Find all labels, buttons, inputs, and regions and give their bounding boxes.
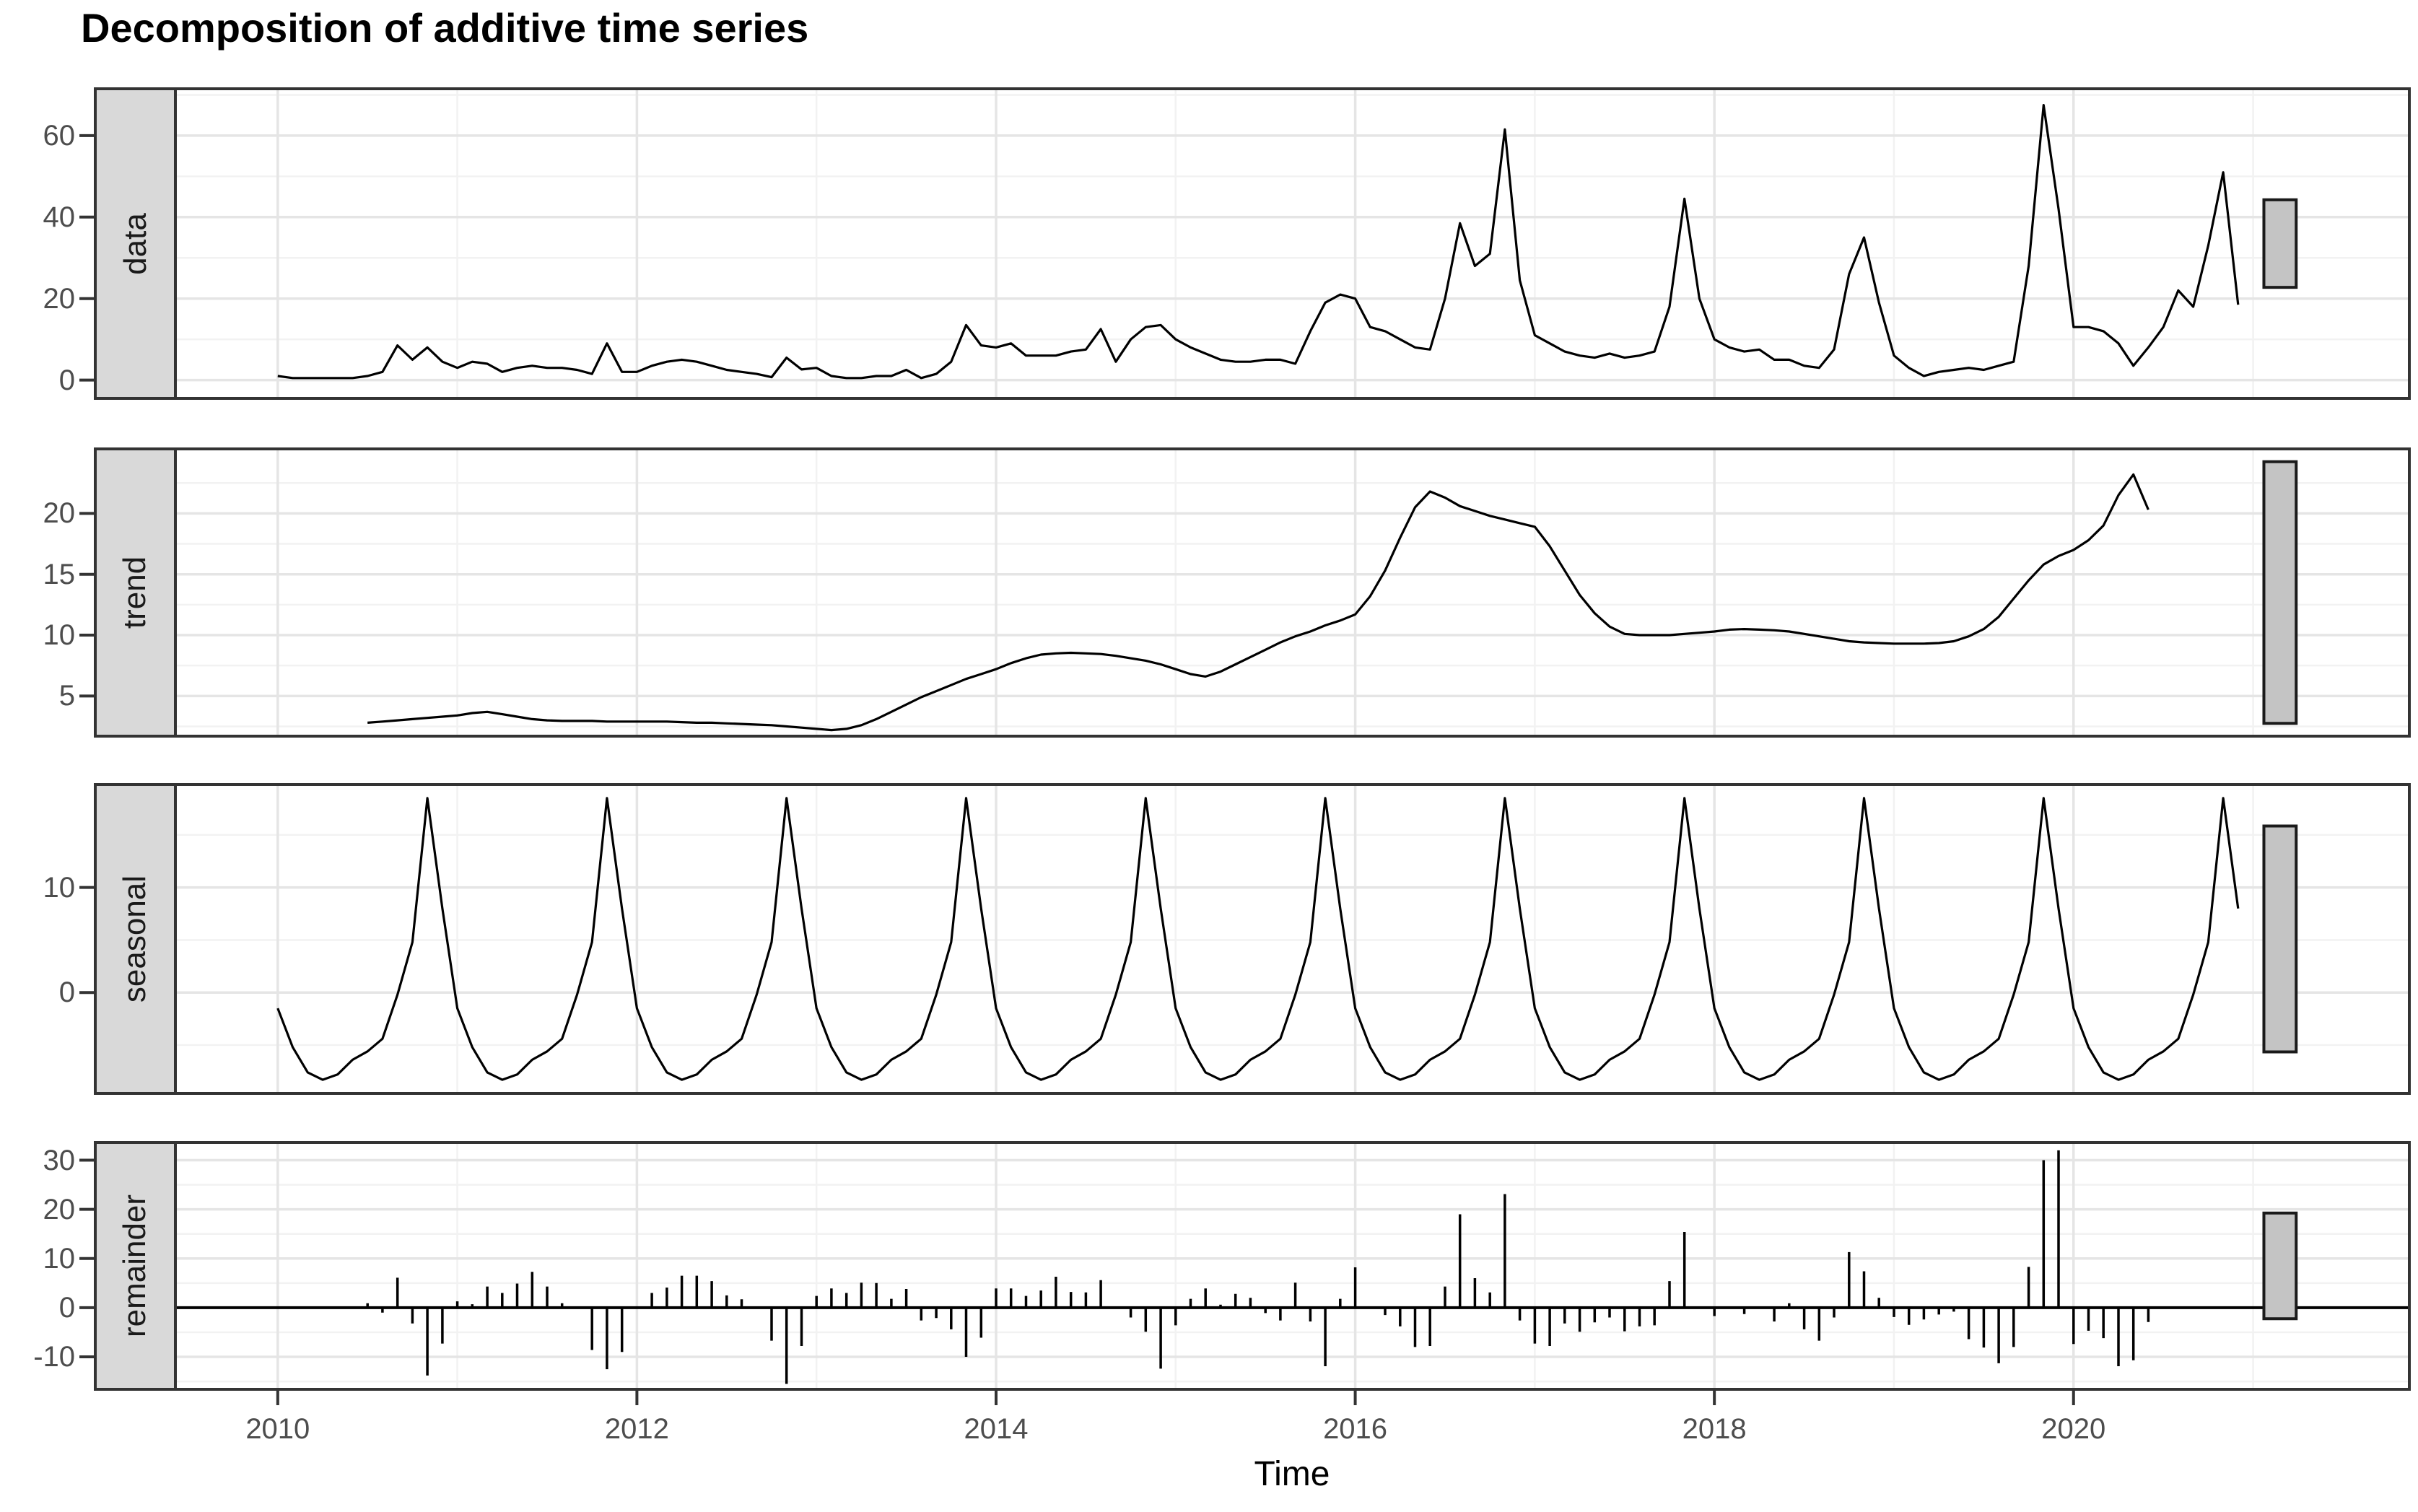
facet-strip-label: seasonal: [117, 875, 153, 1003]
y-tick-label: 30: [43, 1144, 76, 1176]
y-tick-label: 20: [43, 1193, 76, 1225]
facet-strip-label: data: [117, 212, 153, 275]
y-tick-label: 5: [58, 680, 75, 712]
y-tick-label: 0: [58, 976, 75, 1009]
y-tick-label: 10: [43, 871, 76, 904]
y-tick-label: -10: [33, 1341, 75, 1373]
y-tick-label: 10: [43, 619, 76, 652]
panel-border: [174, 87, 2411, 400]
x-tick-label: 2020: [2041, 1413, 2106, 1445]
scale-indicator-bar: [2262, 1211, 2298, 1321]
facet-strip-data: data: [95, 89, 175, 398]
scale-indicator-bar: [2262, 198, 2298, 289]
y-tick-label: 60: [43, 119, 76, 152]
x-tick-label: 2010: [245, 1413, 310, 1445]
y-tick-label: 10: [43, 1242, 76, 1275]
x-tick-label: 2016: [1323, 1413, 1388, 1445]
seasonal-line: [276, 797, 2240, 1081]
x-tick-label: 2012: [604, 1413, 669, 1445]
facet-strip-label: remainder: [117, 1194, 153, 1338]
x-tick-label: 2014: [964, 1413, 1029, 1445]
y-tick-label: 20: [43, 497, 76, 530]
plot-title: Decomposition of additive time series: [81, 5, 809, 51]
trend-line: [367, 473, 2149, 732]
data-line: [277, 104, 2240, 380]
panel-border: [174, 1141, 2411, 1391]
facet-strip-box: [94, 447, 177, 738]
y-tick-label: 20: [43, 282, 76, 315]
scale-indicator-bar: [2262, 824, 2298, 1054]
y-tick-label: 40: [43, 201, 76, 233]
facet-strip-box: [94, 783, 177, 1095]
facet-strip-remainder: remainder: [95, 1142, 175, 1389]
facet-strip-seasonal: seasonal: [95, 785, 175, 1093]
y-tick-label: 0: [58, 1291, 75, 1324]
facet-strip-label: trend: [117, 556, 153, 629]
scale-indicator-bar: [2262, 460, 2298, 725]
x-tick-label: 2018: [1682, 1413, 1747, 1445]
facet-strip-box: [94, 87, 177, 400]
y-tick-label: 15: [43, 558, 76, 590]
panel-border: [174, 447, 2411, 738]
x-axis-title: Time: [1254, 1455, 1330, 1493]
facet-strip-trend: trend: [95, 449, 175, 736]
y-tick-label: 0: [58, 364, 75, 396]
panel-border: [174, 783, 2411, 1095]
facet-strip-box: [94, 1141, 177, 1391]
